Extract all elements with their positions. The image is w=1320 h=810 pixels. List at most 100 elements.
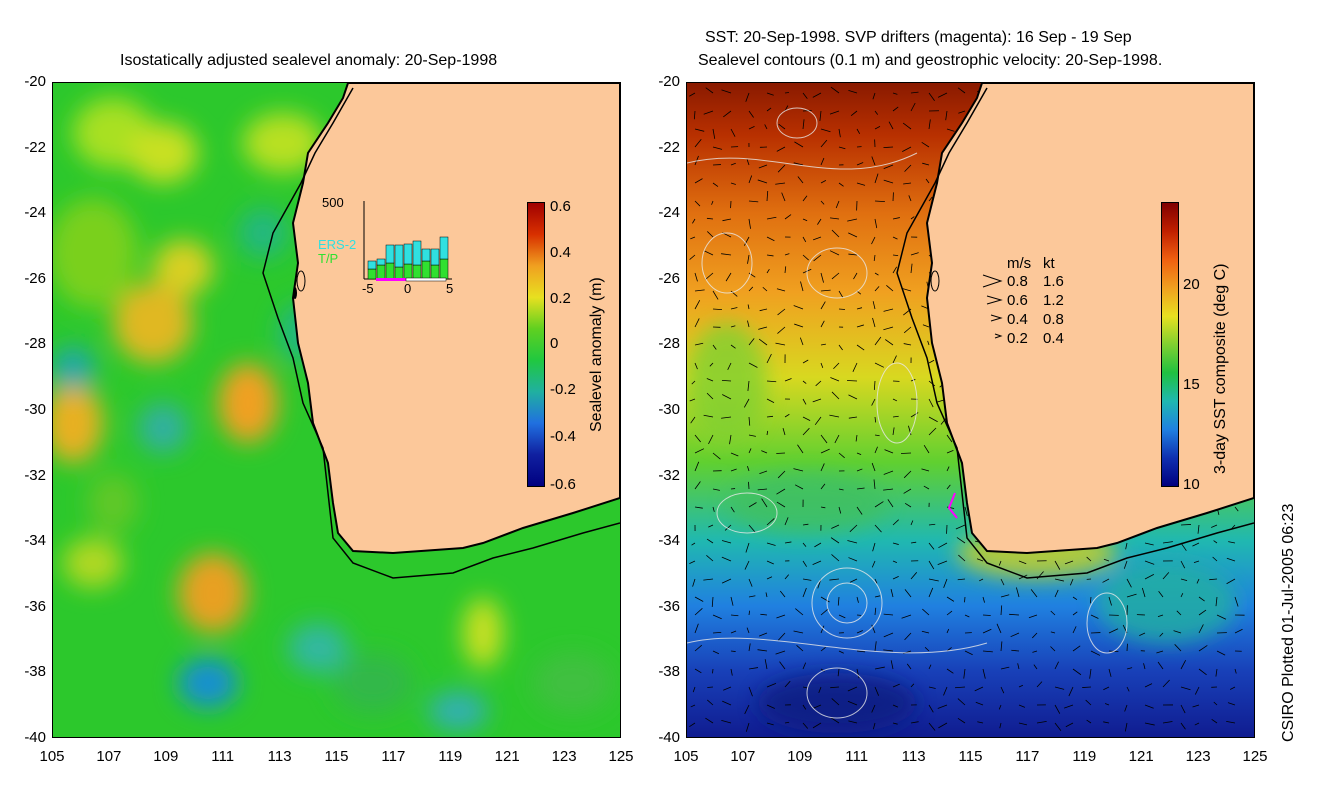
- inset-bar-tp: [385, 262, 395, 280]
- left-map-title: Isostatically adjusted sealevel anomaly:…: [120, 52, 498, 69]
- inset-bar-tp: [376, 264, 386, 280]
- left-map-lon-tick: 109: [153, 748, 179, 765]
- left-map-lat-tick: -24: [24, 204, 46, 222]
- right-map-lat-tick: -28: [658, 335, 680, 353]
- left-map-lat-tick: -30: [24, 401, 46, 418]
- right-map-lat-tick: -30: [658, 401, 680, 418]
- inset-legend-ers2: ERS-2: [318, 237, 357, 252]
- left-map-lat-tick: -32: [24, 466, 46, 484]
- inset-x-tick: 5: [446, 281, 454, 296]
- right-map-lon-tick: 119: [1072, 748, 1097, 765]
- left-cbar-tick: -0.2: [550, 381, 576, 398]
- left-map-lat-tick: -26: [24, 269, 46, 287]
- velocity-legend-kt: 0.8: [1043, 311, 1064, 328]
- left-map-lon-tick: 107: [96, 748, 122, 765]
- right-map-lon-tick: 117: [1015, 748, 1040, 765]
- right-map-lat-tick: -20: [658, 73, 680, 90]
- right-map-lon-tick: 107: [730, 748, 756, 765]
- right-map-lat-tick: -34: [658, 532, 680, 550]
- right-cbar-label: 3-day SST composite (deg C): [1212, 263, 1229, 474]
- left-map-lon-tick: 113: [267, 748, 292, 765]
- inset-bar-tp: [412, 264, 422, 280]
- left-map-lat-tick: -40: [24, 729, 46, 746]
- right-map-title-line2: Sealevel contours (0.1 m) and geostrophi…: [698, 52, 1163, 69]
- left-cbar-tick: 0.4: [550, 244, 571, 261]
- left-map-lon-tick: 115: [324, 748, 349, 765]
- left-colorbar: [527, 202, 545, 487]
- right-cbar-tick: 15: [1183, 376, 1200, 393]
- right-map-lon-tick: 109: [787, 748, 813, 765]
- right-cbar-tick: 10: [1183, 476, 1200, 493]
- right-map-panel[interactable]: m/s kt 0.8 1.6 0.6 1.2 0.4 0.8 0.2 0.4: [686, 82, 1255, 738]
- left-map-lat-tick: -38: [24, 663, 46, 681]
- inset-bar-ers2: [367, 260, 377, 270]
- velocity-legend-kt: 0.4: [1043, 330, 1064, 347]
- left-map-lon-tick: 121: [494, 748, 520, 765]
- right-map-lon-tick: 115: [958, 748, 983, 765]
- left-map-panel[interactable]: 500 ERS-2 T/P -5 0 5: [52, 82, 621, 738]
- inset-x-tick: 0: [404, 281, 412, 296]
- velocity-legend-arrows: [982, 274, 1003, 339]
- right-map-lat-tick: -24: [658, 204, 680, 222]
- right-map-title-line1: SST: 20-Sep-1998. SVP drifters (magenta)…: [705, 29, 1132, 46]
- inset-bar-tp: [367, 268, 377, 280]
- velocity-legend-kt: 1.2: [1043, 292, 1064, 309]
- right-map-lat-tick: -26: [658, 269, 680, 287]
- velocity-legend-header-kt: kt: [1043, 255, 1055, 272]
- inset-bar-tp: [403, 263, 413, 280]
- left-cbar-label: Sealevel anomaly (m): [588, 277, 605, 432]
- velocity-legend-ms: 0.2: [1007, 330, 1028, 347]
- right-map-lon-tick: 111: [845, 748, 869, 765]
- right-colorbar: [1161, 202, 1179, 487]
- right-map-lon-tick: 113: [901, 748, 926, 765]
- left-map-lat-tick: -20: [24, 73, 46, 90]
- left-map-lon-tick: 117: [381, 748, 406, 765]
- inset-bar-tp: [430, 264, 440, 280]
- left-cbar-tick: 0: [550, 335, 559, 352]
- left-cbar-tick: 0.2: [550, 290, 571, 307]
- inset-bar-ers2: [421, 248, 431, 262]
- left-map-lat-tick: -22: [24, 138, 46, 156]
- right-map-lon-tick: 125: [1242, 748, 1268, 765]
- velocity-legend-ms: 0.8: [1007, 273, 1028, 290]
- left-cbar-tick: -0.6: [550, 476, 576, 493]
- right-map-lon-tick: 105: [673, 748, 699, 765]
- inset-bar-ers2: [403, 243, 413, 265]
- left-cbar-tick: -0.4: [550, 428, 576, 445]
- left-map-lon-tick: 119: [438, 748, 463, 765]
- left-map-lat-tick: -34: [24, 532, 46, 550]
- inset-bar-ers2: [376, 258, 386, 266]
- sealevel-anomaly-field: [53, 83, 620, 737]
- right-map-lat-tick: -22: [658, 138, 680, 156]
- right-map-lon-tick: 121: [1128, 748, 1154, 765]
- inset-bars: [363, 201, 452, 282]
- left-map-lon-tick: 125: [608, 748, 634, 765]
- left-map-lon-tick: 105: [39, 748, 65, 765]
- left-cbar-tick: 0.6: [550, 198, 571, 215]
- inset-bar-ers2: [430, 248, 440, 266]
- inset-x-tick: -5: [362, 281, 374, 296]
- velocity-legend-header-ms: m/s: [1007, 255, 1032, 272]
- inset-legend-tp: T/P: [318, 251, 339, 266]
- velocity-legend-ms: 0.6: [1007, 292, 1028, 309]
- right-map-lat-tick: -32: [658, 466, 680, 484]
- right-map-lat-tick: -36: [658, 597, 680, 615]
- altimetry-inset: 500 ERS-2 T/P -5 0 5: [318, 191, 458, 296]
- velocity-legend-ms: 0.4: [1007, 311, 1028, 328]
- sst-field: [687, 83, 1254, 737]
- plot-credit: CSIRO Plotted 01-Jul-2005 06:23: [1280, 503, 1297, 742]
- right-map-lat-tick: -38: [658, 663, 680, 681]
- inset-bar-tp: [439, 258, 449, 280]
- inset-bar-ers2: [394, 244, 404, 268]
- inset-bar-tp: [394, 266, 404, 280]
- left-map-lon-tick: 111: [211, 748, 235, 765]
- right-map-lon-tick: 123: [1185, 748, 1211, 765]
- inset-bar-ers2: [412, 240, 422, 266]
- right-map-lat-tick: -40: [658, 729, 680, 746]
- inset-bar-ers2: [385, 244, 395, 264]
- inset-bar-ers2: [439, 236, 449, 260]
- velocity-legend: m/s kt 0.8 1.6 0.6 1.2 0.4 0.8 0.2 0.4: [979, 253, 1099, 353]
- left-map-lat-tick: -28: [24, 335, 46, 353]
- left-map-lat-tick: -36: [24, 597, 46, 615]
- inset-y-label: 500: [322, 195, 344, 210]
